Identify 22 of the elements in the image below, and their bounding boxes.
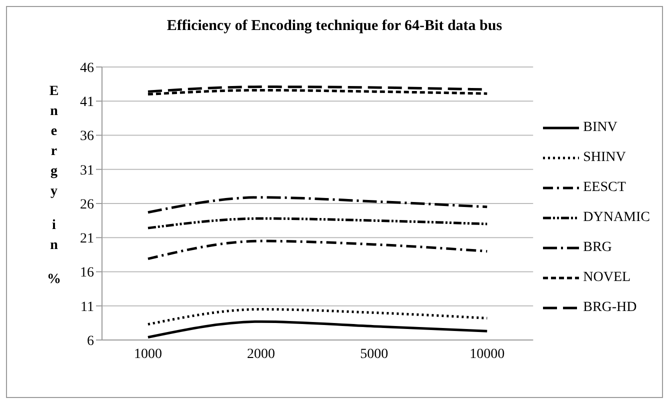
legend-label: EESCT xyxy=(583,180,626,196)
x-tick-label: 2000 xyxy=(247,346,276,362)
legend-label: NOVEL xyxy=(583,270,631,286)
y-tick-label: 46 xyxy=(80,60,94,76)
text: Energy in % xyxy=(47,84,61,287)
x-tick-label: 1000 xyxy=(134,346,162,362)
legend-label: DYNAMIC xyxy=(583,210,650,226)
legend-label: BINV xyxy=(583,120,618,136)
legend-label: BRG xyxy=(583,240,612,256)
x-tick-label: 5000 xyxy=(360,346,388,362)
y-tick-label: 6 xyxy=(87,334,94,349)
legend-label: BRG-HD xyxy=(583,300,637,316)
y-tick-label: 11 xyxy=(80,300,94,315)
y-tick-label: 31 xyxy=(80,163,94,178)
y-tick-label: 41 xyxy=(80,95,94,110)
chart-title: Efficiency of Encoding technique for 64-Bit data bus xyxy=(166,18,504,35)
x-tick-label: 10000 xyxy=(470,346,505,362)
legend-label: SHINV xyxy=(583,150,626,166)
y-tick-label: 26 xyxy=(80,197,94,212)
y-tick-label: 16 xyxy=(80,266,94,281)
y-tick-label: 36 xyxy=(80,129,94,144)
y-tick-label: 21 xyxy=(80,232,94,247)
